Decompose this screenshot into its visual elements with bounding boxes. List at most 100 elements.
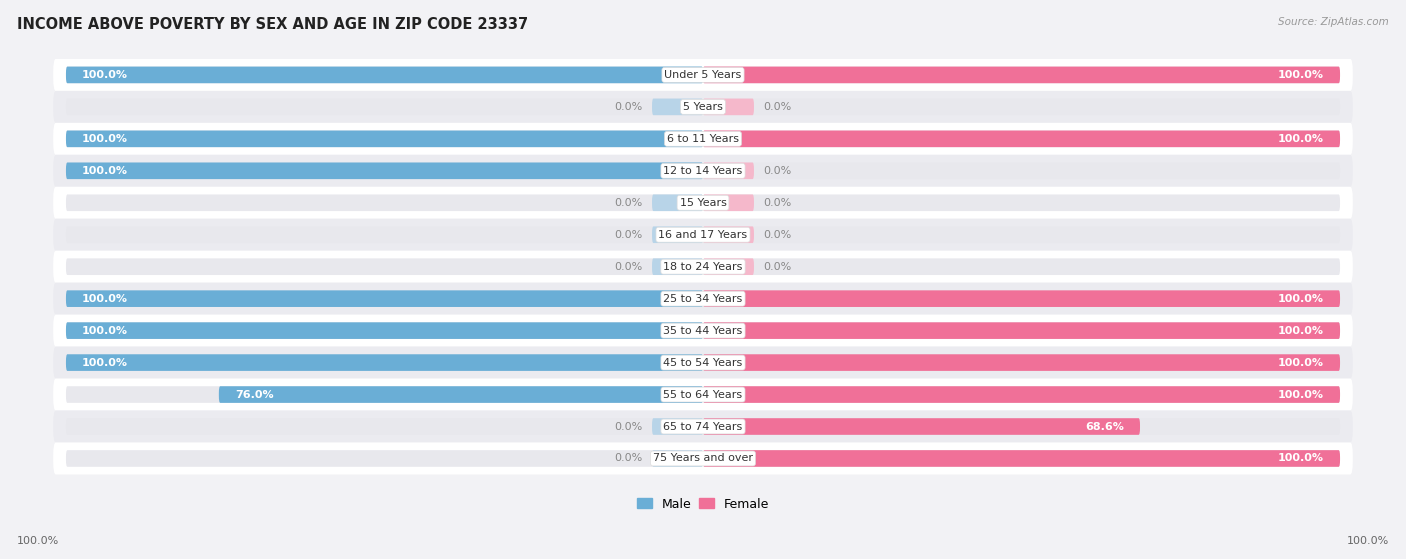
FancyBboxPatch shape	[66, 290, 703, 307]
Text: 0.0%: 0.0%	[763, 166, 792, 176]
Text: Source: ZipAtlas.com: Source: ZipAtlas.com	[1278, 17, 1389, 27]
FancyBboxPatch shape	[652, 226, 703, 243]
FancyBboxPatch shape	[703, 226, 754, 243]
Text: Under 5 Years: Under 5 Years	[665, 70, 741, 80]
FancyBboxPatch shape	[703, 323, 1340, 339]
FancyBboxPatch shape	[53, 378, 1353, 410]
FancyBboxPatch shape	[652, 195, 703, 211]
FancyBboxPatch shape	[703, 163, 754, 179]
FancyBboxPatch shape	[53, 123, 1353, 155]
Legend: Male, Female: Male, Female	[631, 492, 775, 515]
Text: 100.0%: 100.0%	[82, 166, 128, 176]
FancyBboxPatch shape	[66, 386, 703, 403]
FancyBboxPatch shape	[53, 410, 1353, 443]
Text: INCOME ABOVE POVERTY BY SEX AND AGE IN ZIP CODE 23337: INCOME ABOVE POVERTY BY SEX AND AGE IN Z…	[17, 17, 529, 32]
FancyBboxPatch shape	[703, 323, 1340, 339]
Text: 75 Years and over: 75 Years and over	[652, 453, 754, 463]
Text: 6 to 11 Years: 6 to 11 Years	[666, 134, 740, 144]
FancyBboxPatch shape	[703, 386, 1340, 403]
Text: 76.0%: 76.0%	[235, 390, 273, 400]
Text: 0.0%: 0.0%	[614, 453, 643, 463]
FancyBboxPatch shape	[66, 67, 703, 83]
FancyBboxPatch shape	[66, 290, 703, 307]
Text: 65 to 74 Years: 65 to 74 Years	[664, 421, 742, 432]
FancyBboxPatch shape	[66, 323, 703, 339]
FancyBboxPatch shape	[703, 258, 1340, 275]
FancyBboxPatch shape	[53, 347, 1353, 378]
FancyBboxPatch shape	[66, 418, 703, 435]
Text: 12 to 14 Years: 12 to 14 Years	[664, 166, 742, 176]
Text: 100.0%: 100.0%	[1278, 70, 1324, 80]
Text: 0.0%: 0.0%	[763, 198, 792, 208]
Text: 35 to 44 Years: 35 to 44 Years	[664, 326, 742, 335]
FancyBboxPatch shape	[652, 98, 703, 115]
Text: 100.0%: 100.0%	[82, 326, 128, 335]
FancyBboxPatch shape	[703, 290, 1340, 307]
FancyBboxPatch shape	[652, 418, 703, 435]
FancyBboxPatch shape	[53, 91, 1353, 123]
Text: 55 to 64 Years: 55 to 64 Years	[664, 390, 742, 400]
Text: 0.0%: 0.0%	[614, 198, 643, 208]
FancyBboxPatch shape	[66, 258, 703, 275]
Text: 100.0%: 100.0%	[82, 293, 128, 304]
FancyBboxPatch shape	[703, 450, 1340, 467]
FancyBboxPatch shape	[219, 386, 703, 403]
FancyBboxPatch shape	[53, 187, 1353, 219]
FancyBboxPatch shape	[66, 130, 703, 147]
FancyBboxPatch shape	[66, 163, 703, 179]
FancyBboxPatch shape	[703, 354, 1340, 371]
Text: 100.0%: 100.0%	[1278, 390, 1324, 400]
FancyBboxPatch shape	[66, 67, 703, 83]
FancyBboxPatch shape	[53, 283, 1353, 315]
FancyBboxPatch shape	[703, 354, 1340, 371]
Text: 100.0%: 100.0%	[1347, 536, 1389, 546]
FancyBboxPatch shape	[703, 67, 1340, 83]
FancyBboxPatch shape	[703, 98, 754, 115]
FancyBboxPatch shape	[703, 98, 1340, 115]
FancyBboxPatch shape	[66, 195, 703, 211]
FancyBboxPatch shape	[66, 450, 703, 467]
Text: 0.0%: 0.0%	[614, 262, 643, 272]
FancyBboxPatch shape	[66, 354, 703, 371]
Text: 0.0%: 0.0%	[763, 230, 792, 240]
Text: 5 Years: 5 Years	[683, 102, 723, 112]
FancyBboxPatch shape	[703, 130, 1340, 147]
FancyBboxPatch shape	[66, 323, 703, 339]
FancyBboxPatch shape	[703, 258, 754, 275]
Text: 25 to 34 Years: 25 to 34 Years	[664, 293, 742, 304]
Text: 100.0%: 100.0%	[82, 358, 128, 368]
Text: 18 to 24 Years: 18 to 24 Years	[664, 262, 742, 272]
FancyBboxPatch shape	[703, 290, 1340, 307]
FancyBboxPatch shape	[703, 195, 1340, 211]
FancyBboxPatch shape	[53, 315, 1353, 347]
Text: 15 Years: 15 Years	[679, 198, 727, 208]
Text: 16 and 17 Years: 16 and 17 Years	[658, 230, 748, 240]
FancyBboxPatch shape	[703, 163, 1340, 179]
Text: 100.0%: 100.0%	[1278, 453, 1324, 463]
FancyBboxPatch shape	[53, 155, 1353, 187]
Text: 0.0%: 0.0%	[614, 102, 643, 112]
Text: 0.0%: 0.0%	[614, 421, 643, 432]
FancyBboxPatch shape	[66, 98, 703, 115]
Text: 100.0%: 100.0%	[1278, 358, 1324, 368]
Text: 100.0%: 100.0%	[1278, 293, 1324, 304]
FancyBboxPatch shape	[53, 219, 1353, 250]
Text: 100.0%: 100.0%	[1278, 326, 1324, 335]
FancyBboxPatch shape	[703, 418, 1140, 435]
FancyBboxPatch shape	[703, 130, 1340, 147]
FancyBboxPatch shape	[703, 67, 1340, 83]
Text: 45 to 54 Years: 45 to 54 Years	[664, 358, 742, 368]
Text: 100.0%: 100.0%	[82, 70, 128, 80]
FancyBboxPatch shape	[703, 418, 1340, 435]
Text: 100.0%: 100.0%	[17, 536, 59, 546]
Text: 0.0%: 0.0%	[763, 262, 792, 272]
Text: 100.0%: 100.0%	[1278, 134, 1324, 144]
FancyBboxPatch shape	[53, 59, 1353, 91]
FancyBboxPatch shape	[66, 130, 703, 147]
FancyBboxPatch shape	[703, 450, 1340, 467]
FancyBboxPatch shape	[66, 354, 703, 371]
FancyBboxPatch shape	[652, 258, 703, 275]
FancyBboxPatch shape	[66, 163, 703, 179]
Text: 100.0%: 100.0%	[82, 134, 128, 144]
FancyBboxPatch shape	[652, 450, 703, 467]
